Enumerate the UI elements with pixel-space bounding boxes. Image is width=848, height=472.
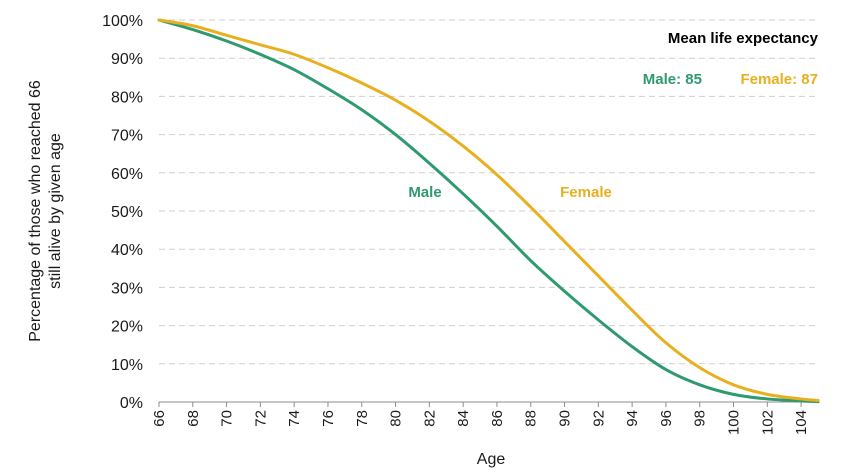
- x-tick-label: 96: [658, 410, 675, 427]
- legend-female: Female: 87: [740, 71, 818, 88]
- y-tick-label: 30%: [111, 280, 143, 297]
- y-tick-label: 50%: [111, 204, 143, 221]
- y-tick-labels: 0% 10% 20% 30% 40% 50% 60% 70% 80% 90% 100%: [102, 13, 143, 412]
- x-tick-label: 94: [624, 410, 641, 427]
- x-tick-label: 88: [523, 410, 540, 427]
- x-axis-label: Age: [477, 451, 506, 468]
- x-tick-labels: 66 68 70 72 74 76 78 80 82 84 86 88 90 92 94 96 98 100 102…: [151, 402, 810, 435]
- x-tick-label: 92: [590, 410, 607, 427]
- y-tick-label: 60%: [111, 166, 143, 183]
- series-line-male: [157, 18, 820, 404]
- y-tick-label: 90%: [111, 51, 143, 68]
- y-tick-label: 0%: [120, 395, 143, 412]
- y-tick-label: 80%: [111, 89, 143, 106]
- series-lines: [157, 18, 820, 404]
- x-tick-label: 74: [286, 410, 303, 427]
- y-tick-label: 40%: [111, 242, 143, 259]
- x-tick-label: 70: [219, 410, 236, 427]
- annotation-female: Female: [560, 184, 612, 201]
- x-tick-label: 68: [185, 410, 202, 427]
- y-axis-label-line-1: Percentage of those who reached 66: [27, 80, 44, 342]
- x-tick-label: 104: [793, 410, 810, 435]
- x-tick-label: 98: [692, 410, 709, 427]
- x-tick-label: 78: [354, 410, 371, 427]
- x-tick-label: 66: [151, 410, 168, 427]
- y-tick-label: 20%: [111, 319, 143, 336]
- y-axis-label-line-2: still alive by given age: [47, 133, 64, 289]
- x-tick-label: 86: [489, 410, 506, 427]
- y-tick-label: 10%: [111, 357, 143, 374]
- x-tick-label: 90: [557, 410, 574, 427]
- legend-male: Male: 85: [643, 71, 702, 88]
- x-tick-label: 80: [388, 410, 405, 427]
- x-tick-label: 72: [252, 410, 269, 427]
- x-tick-label: 76: [320, 410, 337, 427]
- legend-title: Mean life expectancy: [668, 30, 819, 47]
- y-tick-label: 100%: [102, 13, 143, 30]
- annotation-male: Male: [408, 184, 441, 201]
- x-tick-label: 102: [759, 410, 776, 435]
- y-tick-label: 70%: [111, 128, 143, 145]
- grid-lines: [159, 19, 818, 365]
- x-tick-label: 100: [726, 410, 743, 435]
- x-tick-label: 84: [455, 410, 472, 427]
- series-line-female: [157, 18, 820, 402]
- x-tick-label: 82: [421, 410, 438, 427]
